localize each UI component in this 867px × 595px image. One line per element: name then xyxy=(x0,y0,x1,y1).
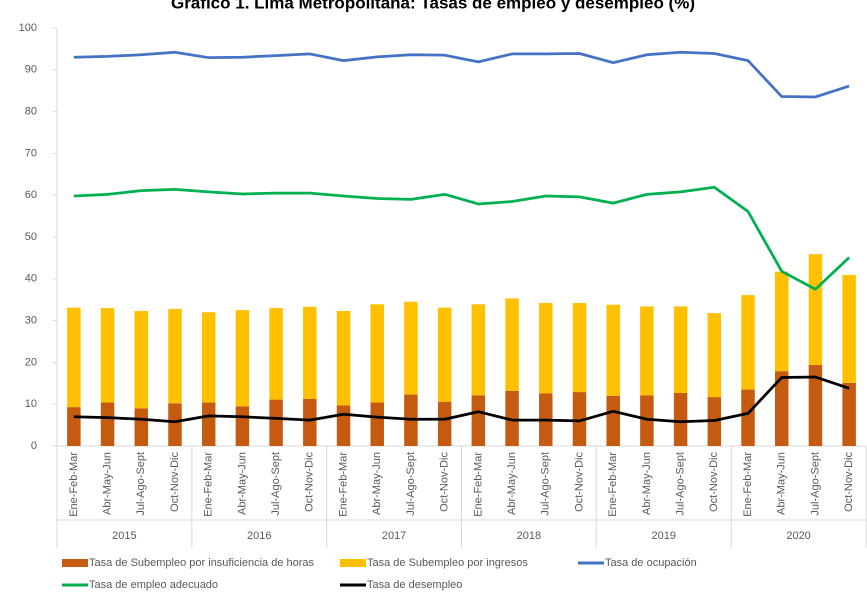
year-label: 2020 xyxy=(786,530,810,542)
bar xyxy=(235,406,250,446)
year-label: 2016 xyxy=(247,530,271,542)
bar xyxy=(640,395,654,446)
bar xyxy=(437,401,452,446)
bar xyxy=(201,402,216,446)
bar xyxy=(336,405,351,446)
year-label: 2019 xyxy=(652,530,676,542)
x-tick-label: Oct-Nov-Dic xyxy=(169,452,181,512)
bar xyxy=(437,307,452,402)
bar xyxy=(471,395,486,446)
x-tick-label: Jul-Ago-Sept xyxy=(270,452,282,516)
bar xyxy=(505,390,519,446)
bar xyxy=(774,371,789,446)
bar xyxy=(606,395,620,446)
x-tick-label: Oct-Nov-Dic xyxy=(573,452,585,512)
y-tick-label: 100 xyxy=(19,22,37,34)
year-label: 2018 xyxy=(517,530,541,542)
x-tick-label: Abr-May-Jun xyxy=(641,452,653,515)
bar xyxy=(168,403,182,446)
bar xyxy=(404,301,418,395)
bar xyxy=(471,304,486,396)
bar xyxy=(673,392,688,446)
x-tick-label: Jul-Ago-Sept xyxy=(405,452,417,516)
y-tick-label: 70 xyxy=(25,147,37,159)
x-tick-label: Jul-Ago-Sept xyxy=(809,452,821,516)
bar xyxy=(606,304,620,396)
bar xyxy=(303,306,317,399)
bar xyxy=(808,364,823,446)
bar xyxy=(100,402,115,446)
y-tick-label: 10 xyxy=(25,398,37,410)
bar xyxy=(100,308,115,403)
year-label: 2017 xyxy=(382,530,406,542)
x-tick-label: Abr-May-Jun xyxy=(101,452,113,515)
y-tick-label: 0 xyxy=(31,440,37,452)
bar xyxy=(808,254,823,365)
y-tick-label: 60 xyxy=(25,189,37,201)
x-tick-label: Oct-Nov-Dic xyxy=(843,452,855,512)
bar xyxy=(707,313,722,398)
bar xyxy=(370,304,384,403)
legend-swatch xyxy=(62,559,88,567)
x-tick-label: Oct-Nov-Dic xyxy=(439,452,451,512)
bar xyxy=(539,303,553,394)
bar xyxy=(269,399,283,446)
x-tick-label: Ene-Feb-Mar xyxy=(68,452,80,517)
x-tick-label: Oct-Nov-Dic xyxy=(304,452,316,512)
x-tick-label: Oct-Nov-Dic xyxy=(708,452,720,512)
bar xyxy=(303,398,317,446)
x-tick-label: Ene-Feb-Mar xyxy=(337,452,349,517)
x-tick-label: Abr-May-Jun xyxy=(506,452,518,515)
y-tick-label: 20 xyxy=(25,356,37,368)
bar xyxy=(67,407,81,446)
x-tick-label: Ene-Feb-Mar xyxy=(607,452,619,517)
line xyxy=(73,185,851,291)
bar xyxy=(269,308,283,400)
bar xyxy=(673,306,688,393)
line xyxy=(73,50,850,99)
y-tick-label: 40 xyxy=(25,273,37,285)
legend-label: Tasa de ocupación xyxy=(605,557,697,569)
legend-label: Tasa de empleo adecuado xyxy=(89,579,218,591)
bar xyxy=(235,310,250,407)
bar xyxy=(505,298,519,391)
line xyxy=(73,375,850,424)
bar xyxy=(842,275,856,383)
x-tick-label: Ene-Feb-Mar xyxy=(742,452,754,517)
legend-label: Tasa de Subempleo por ingresos xyxy=(367,557,528,569)
x-tick-label: Ene-Feb-Mar xyxy=(203,452,215,517)
y-tick-label: 50 xyxy=(25,231,37,243)
legend-swatch xyxy=(340,559,366,567)
y-tick-label: 30 xyxy=(25,315,37,327)
bar xyxy=(774,271,789,372)
bar xyxy=(842,382,856,446)
bar xyxy=(336,310,351,406)
x-tick-label: Ene-Feb-Mar xyxy=(472,452,484,517)
bar xyxy=(370,402,384,446)
bar xyxy=(134,310,149,409)
x-tick-label: Abr-May-Jun xyxy=(776,452,788,515)
bar xyxy=(168,308,182,404)
bar xyxy=(572,392,587,446)
year-label: 2015 xyxy=(112,530,136,542)
x-tick-label: Jul-Ago-Sept xyxy=(540,452,552,516)
bar xyxy=(201,312,216,403)
x-tick-label: Abr-May-Jun xyxy=(371,452,383,515)
bar xyxy=(640,306,654,396)
y-tick-label: 80 xyxy=(25,106,37,118)
y-tick-label: 90 xyxy=(25,64,37,76)
bar xyxy=(67,307,81,408)
bar xyxy=(134,408,149,446)
bar xyxy=(572,303,587,393)
x-tick-label: Jul-Ago-Sept xyxy=(135,452,147,516)
legend-label: Tasa de Subempleo por insuficiencia de h… xyxy=(89,557,315,569)
x-tick-label: Abr-May-Jun xyxy=(236,452,248,515)
x-tick-label: Jul-Ago-Sept xyxy=(675,452,687,516)
bar xyxy=(741,295,755,390)
chart-title: Gráfico 1. Lima Metropolitana: Tasas de … xyxy=(171,0,695,12)
legend-label: Tasa de desempleo xyxy=(367,579,462,591)
bar xyxy=(741,389,755,446)
